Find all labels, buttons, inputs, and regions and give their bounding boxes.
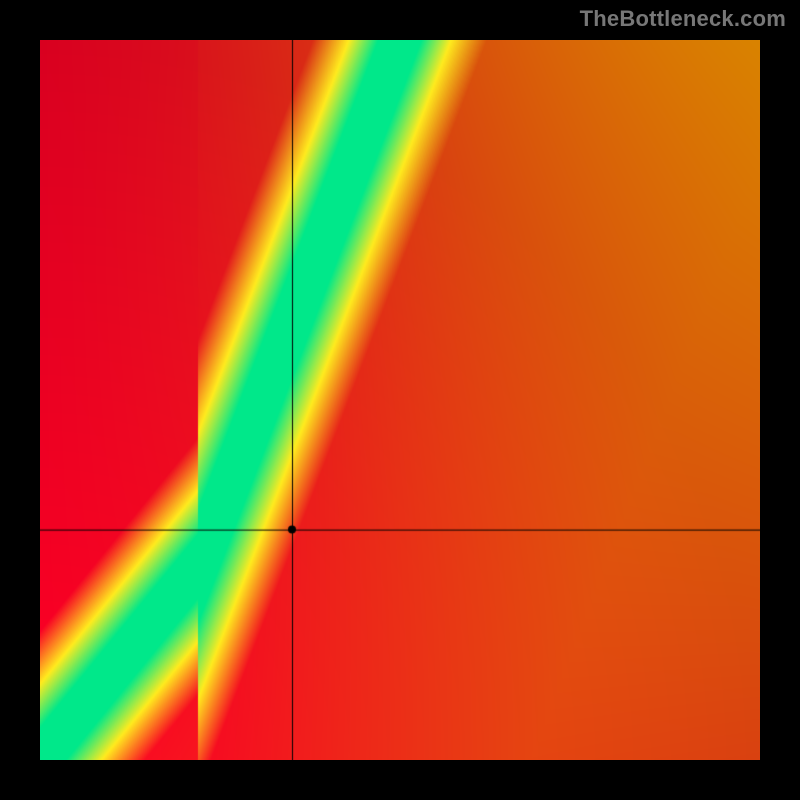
watermark-text: TheBottleneck.com: [580, 6, 786, 32]
plot-area: [40, 40, 760, 760]
chart-container: TheBottleneck.com: [0, 0, 800, 800]
heatmap-canvas: [40, 40, 760, 760]
